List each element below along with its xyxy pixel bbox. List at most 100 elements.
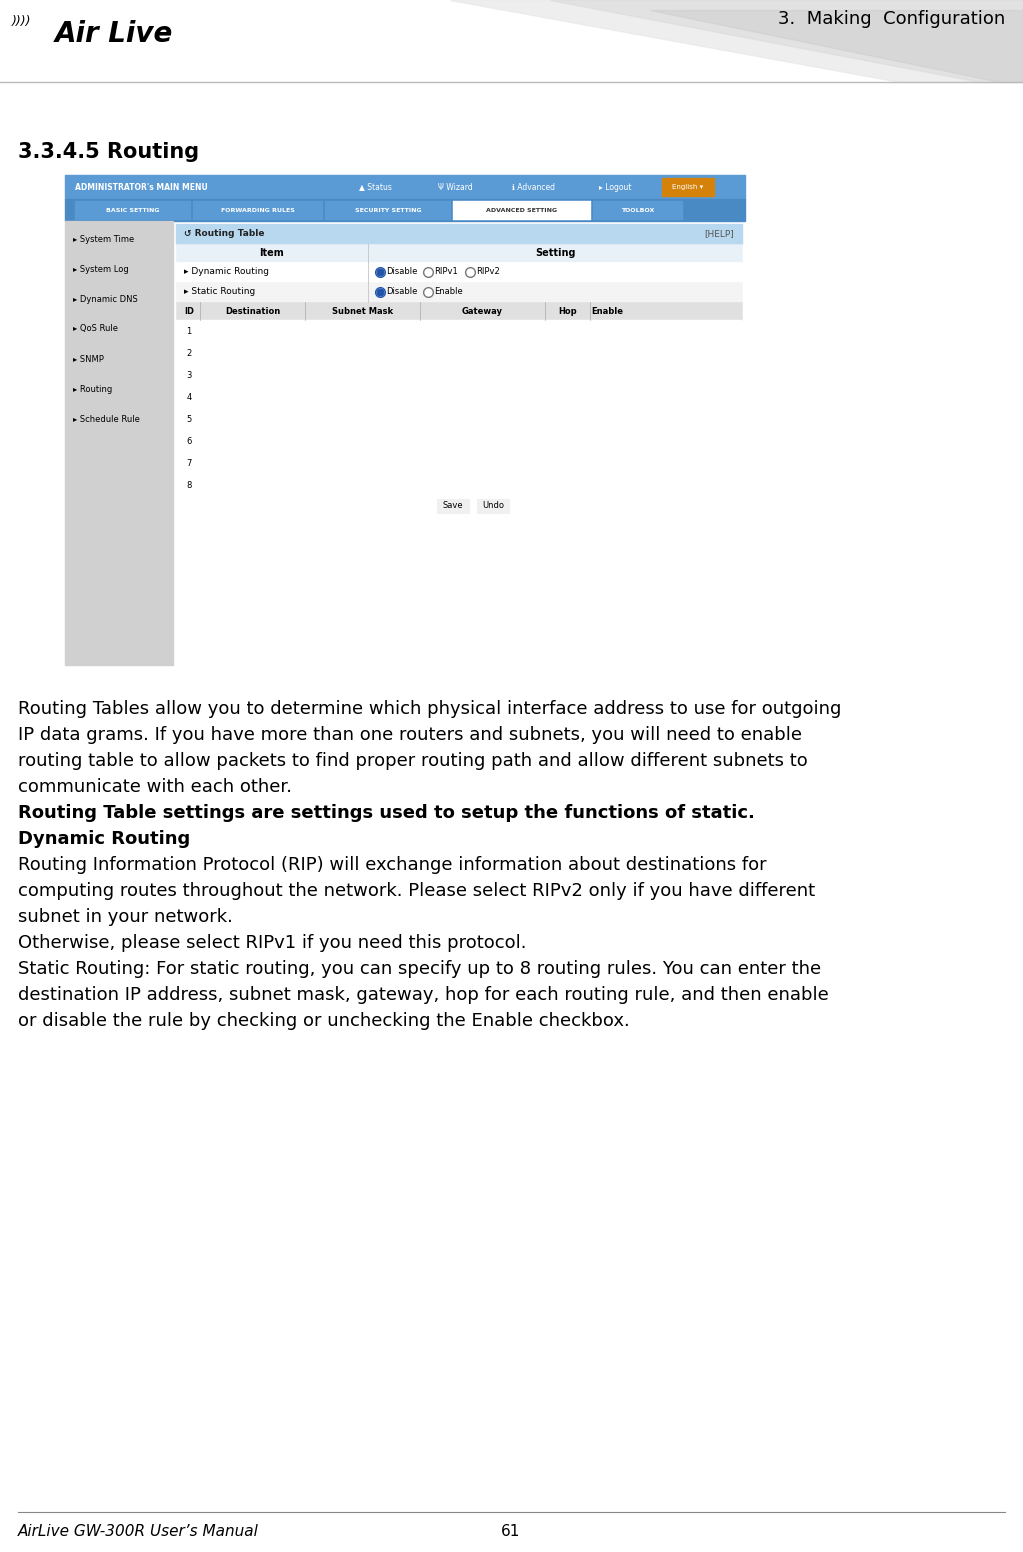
Bar xyxy=(307,476,418,494)
Text: Hop: Hop xyxy=(559,306,577,315)
Text: 2: 2 xyxy=(186,349,191,357)
Text: subnet in your network.: subnet in your network. xyxy=(18,908,233,927)
Text: Air Live: Air Live xyxy=(55,20,173,48)
Bar xyxy=(602,411,614,424)
Text: ▲ Status: ▲ Status xyxy=(359,183,392,191)
Bar xyxy=(422,476,543,494)
Text: SECURITY SETTING: SECURITY SETTING xyxy=(355,208,421,214)
Text: Otherwise, please select RIPv1 if you need this protocol.: Otherwise, please select RIPv1 if you ne… xyxy=(18,934,527,951)
Bar xyxy=(176,262,742,282)
Bar xyxy=(593,202,683,220)
Bar xyxy=(307,411,418,427)
Text: ▸ System Log: ▸ System Log xyxy=(73,264,129,273)
Text: 3.3.4.5 Routing: 3.3.4.5 Routing xyxy=(18,141,199,161)
Bar xyxy=(75,202,191,220)
Text: RIPv1: RIPv1 xyxy=(434,267,457,276)
Text: Ψ Wizard: Ψ Wizard xyxy=(438,183,473,191)
Text: destination IP address, subnet mask, gateway, hop for each routing rule, and the: destination IP address, subnet mask, gat… xyxy=(18,986,829,1004)
Bar xyxy=(202,323,303,338)
Bar xyxy=(176,430,742,452)
Bar xyxy=(602,435,614,445)
Bar xyxy=(422,323,543,338)
Bar xyxy=(422,366,543,383)
Text: AirLive GW-300R User’s Manual: AirLive GW-300R User’s Manual xyxy=(18,1524,259,1540)
Bar xyxy=(193,202,323,220)
Text: RIPv2: RIPv2 xyxy=(476,267,500,276)
Bar xyxy=(307,345,418,362)
Text: routing table to allow packets to find proper routing path and allow different s: routing table to allow packets to find p… xyxy=(18,753,808,770)
Polygon shape xyxy=(650,9,1023,82)
Text: Enable: Enable xyxy=(591,306,623,315)
Text: ▸ QoS Rule: ▸ QoS Rule xyxy=(73,324,118,334)
Text: ℹ Advanced: ℹ Advanced xyxy=(512,183,554,191)
Bar xyxy=(0,0,1023,82)
Text: or disable the rule by checking or unchecking the Enable checkbox.: or disable the rule by checking or unche… xyxy=(18,1012,630,1031)
Bar xyxy=(176,497,742,518)
Bar xyxy=(546,433,589,449)
Bar xyxy=(176,223,742,663)
Bar xyxy=(202,455,303,470)
Text: 1: 1 xyxy=(186,326,191,335)
Bar xyxy=(176,320,742,341)
Bar xyxy=(422,433,543,449)
Bar xyxy=(422,455,543,470)
Bar xyxy=(422,390,543,405)
Bar xyxy=(602,324,614,335)
Text: Routing Tables allow you to determine which physical interface address to use fo: Routing Tables allow you to determine wh… xyxy=(18,700,841,719)
Text: Save: Save xyxy=(443,501,463,511)
Bar xyxy=(307,323,418,338)
Text: Setting: Setting xyxy=(535,248,575,258)
Bar xyxy=(325,202,451,220)
Text: ▸ Routing: ▸ Routing xyxy=(73,385,113,394)
Text: ▸ SNMP: ▸ SNMP xyxy=(73,354,104,363)
Text: Subnet Mask: Subnet Mask xyxy=(331,306,393,315)
Bar xyxy=(453,202,591,220)
Text: ADVANCED SETTING: ADVANCED SETTING xyxy=(487,208,558,214)
Text: BASIC SETTING: BASIC SETTING xyxy=(106,208,160,214)
Bar xyxy=(546,390,589,405)
Text: Enable: Enable xyxy=(434,287,462,296)
Text: FORWARDING RULES: FORWARDING RULES xyxy=(221,208,295,214)
Text: Disable: Disable xyxy=(386,267,417,276)
Polygon shape xyxy=(450,0,1023,82)
Bar xyxy=(602,478,614,490)
Text: Dynamic Routing: Dynamic Routing xyxy=(18,830,190,847)
Text: Static Routing: For static routing, you can specify up to 8 routing rules. You c: Static Routing: For static routing, you … xyxy=(18,961,821,978)
Bar xyxy=(422,411,543,427)
Text: ▸ Schedule Rule: ▸ Schedule Rule xyxy=(73,414,140,424)
Text: Undo: Undo xyxy=(482,501,504,511)
Text: 7: 7 xyxy=(186,458,191,467)
Text: Disable: Disable xyxy=(386,287,417,296)
Bar xyxy=(176,473,742,497)
Bar xyxy=(176,244,742,262)
Bar xyxy=(546,345,589,362)
Bar xyxy=(602,346,614,359)
Bar xyxy=(202,476,303,494)
Bar xyxy=(65,175,745,199)
Text: ▸ Dynamic DNS: ▸ Dynamic DNS xyxy=(73,295,138,304)
Bar xyxy=(477,500,509,514)
Bar xyxy=(176,223,742,244)
Bar xyxy=(176,452,742,473)
Text: 3: 3 xyxy=(186,371,191,380)
Bar xyxy=(176,408,742,430)
Bar xyxy=(546,455,589,470)
Bar xyxy=(662,178,714,196)
Bar xyxy=(65,220,173,664)
Bar xyxy=(176,386,742,408)
Text: English ▾: English ▾ xyxy=(672,185,704,189)
Text: Routing Table settings are settings used to setup the functions of static.: Routing Table settings are settings used… xyxy=(18,804,755,823)
Bar xyxy=(546,323,589,338)
Text: 3.  Making  Configuration: 3. Making Configuration xyxy=(777,9,1005,28)
Bar xyxy=(176,341,742,365)
Text: [HELP]: [HELP] xyxy=(704,230,733,239)
Text: communicate with each other.: communicate with each other. xyxy=(18,778,292,796)
Bar xyxy=(202,411,303,427)
Text: Gateway: Gateway xyxy=(462,306,503,315)
Text: 61: 61 xyxy=(501,1524,521,1540)
Text: ▸ Dynamic Routing: ▸ Dynamic Routing xyxy=(184,267,269,276)
Bar xyxy=(307,390,418,405)
Bar xyxy=(307,433,418,449)
Polygon shape xyxy=(550,0,1023,82)
Bar xyxy=(65,199,745,220)
